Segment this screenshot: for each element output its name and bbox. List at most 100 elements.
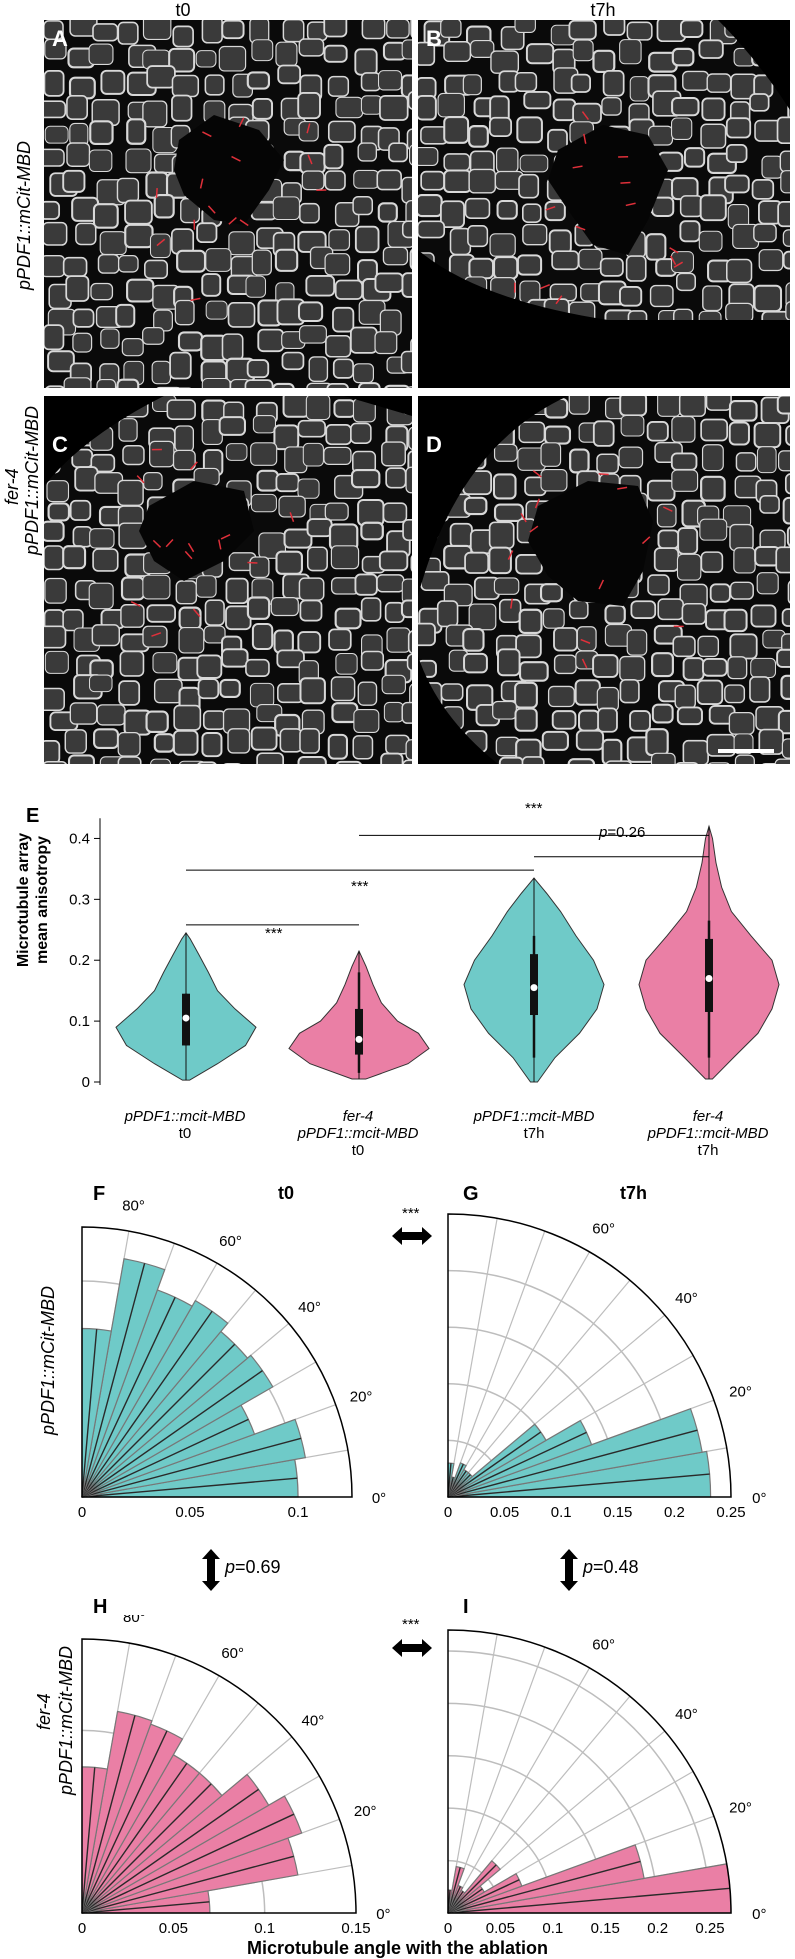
cell bbox=[298, 479, 319, 498]
cell bbox=[173, 26, 193, 46]
cell bbox=[197, 223, 216, 242]
arrow-shape bbox=[392, 1227, 432, 1245]
cell bbox=[627, 630, 646, 655]
cell bbox=[253, 624, 272, 649]
polar-chart-g: 00.050.10.150.20.250°20°40°60°80° bbox=[430, 1200, 795, 1530]
cell bbox=[651, 286, 673, 307]
cell bbox=[604, 20, 625, 35]
cell bbox=[172, 95, 192, 120]
cell bbox=[465, 553, 488, 573]
cell bbox=[621, 415, 644, 436]
cell bbox=[298, 93, 320, 118]
sig-fer4-t0-vs-t7h: *** bbox=[525, 800, 543, 817]
cell bbox=[627, 22, 652, 40]
cell bbox=[731, 582, 754, 599]
cell bbox=[300, 678, 324, 703]
cell bbox=[326, 336, 351, 357]
cell bbox=[409, 631, 412, 654]
cell bbox=[380, 96, 408, 120]
polar-angle-label: 40° bbox=[675, 1290, 698, 1307]
cell bbox=[490, 234, 515, 256]
cell bbox=[248, 360, 269, 377]
row-label-wt: pPDF1::mCit-MBD bbox=[14, 141, 35, 290]
polar-radial-tick-label: 0 bbox=[78, 1504, 86, 1521]
cell bbox=[418, 148, 438, 166]
micrograph-c: C bbox=[44, 396, 412, 764]
cell bbox=[94, 729, 118, 748]
cell bbox=[353, 736, 372, 759]
cell bbox=[273, 384, 294, 388]
cell bbox=[119, 419, 137, 441]
cell bbox=[298, 421, 325, 437]
cell bbox=[389, 143, 407, 161]
cell bbox=[276, 42, 297, 66]
polar-radial-tick-label: 0.15 bbox=[603, 1504, 632, 1521]
cell bbox=[620, 680, 638, 703]
cell bbox=[202, 733, 221, 756]
polar-angle-label: 0° bbox=[752, 1490, 766, 1507]
cell bbox=[444, 171, 471, 193]
cell bbox=[402, 703, 412, 724]
cell bbox=[699, 231, 722, 251]
xlabel-line1: fer-4 bbox=[608, 1108, 795, 1125]
cell bbox=[703, 445, 724, 471]
cell bbox=[784, 498, 790, 524]
cell bbox=[329, 230, 350, 250]
cell bbox=[703, 659, 727, 676]
cell bbox=[147, 712, 168, 732]
cell bbox=[386, 468, 406, 488]
cell bbox=[196, 51, 216, 67]
cell bbox=[658, 599, 683, 619]
micrograph-texture bbox=[418, 20, 790, 388]
cell bbox=[672, 470, 698, 491]
cell bbox=[126, 149, 151, 173]
cell bbox=[299, 39, 323, 56]
cell bbox=[226, 579, 247, 604]
cell bbox=[701, 195, 726, 220]
cell bbox=[681, 196, 703, 217]
cell bbox=[444, 117, 468, 143]
cell bbox=[198, 679, 218, 698]
cell bbox=[727, 118, 750, 137]
y-tick-label: 0.4 bbox=[69, 830, 90, 847]
cell bbox=[441, 20, 461, 37]
cell bbox=[750, 677, 770, 702]
cell bbox=[331, 546, 358, 569]
cell bbox=[143, 101, 167, 127]
cell bbox=[441, 684, 462, 700]
column-title-t7h: t7h bbox=[543, 0, 663, 21]
cell bbox=[573, 40, 593, 61]
cell bbox=[44, 149, 64, 166]
cell bbox=[553, 711, 576, 729]
cell bbox=[300, 729, 319, 753]
cell bbox=[403, 520, 412, 540]
cell bbox=[515, 73, 536, 91]
cell bbox=[620, 287, 641, 306]
cell bbox=[684, 658, 704, 680]
cell bbox=[751, 658, 776, 677]
cell bbox=[707, 74, 730, 92]
polar-radial-tick-label: 0.1 bbox=[551, 1504, 572, 1521]
cell bbox=[782, 739, 790, 758]
cell bbox=[783, 609, 790, 626]
cell bbox=[44, 202, 59, 219]
cell bbox=[302, 171, 324, 190]
cell bbox=[361, 523, 382, 540]
cell bbox=[202, 379, 230, 388]
cell bbox=[469, 604, 496, 630]
cell bbox=[649, 126, 673, 145]
cell bbox=[177, 251, 205, 272]
cell bbox=[730, 422, 749, 444]
anisotropy-marker bbox=[620, 183, 630, 184]
cell bbox=[329, 121, 355, 142]
cell bbox=[490, 522, 514, 548]
cell bbox=[278, 65, 300, 83]
cell bbox=[279, 496, 305, 517]
cell bbox=[64, 258, 87, 276]
cell bbox=[334, 400, 354, 417]
cell bbox=[464, 654, 487, 673]
cell bbox=[783, 230, 790, 246]
cell bbox=[438, 601, 458, 626]
micrograph-b: B bbox=[418, 20, 790, 388]
cell bbox=[382, 442, 405, 466]
